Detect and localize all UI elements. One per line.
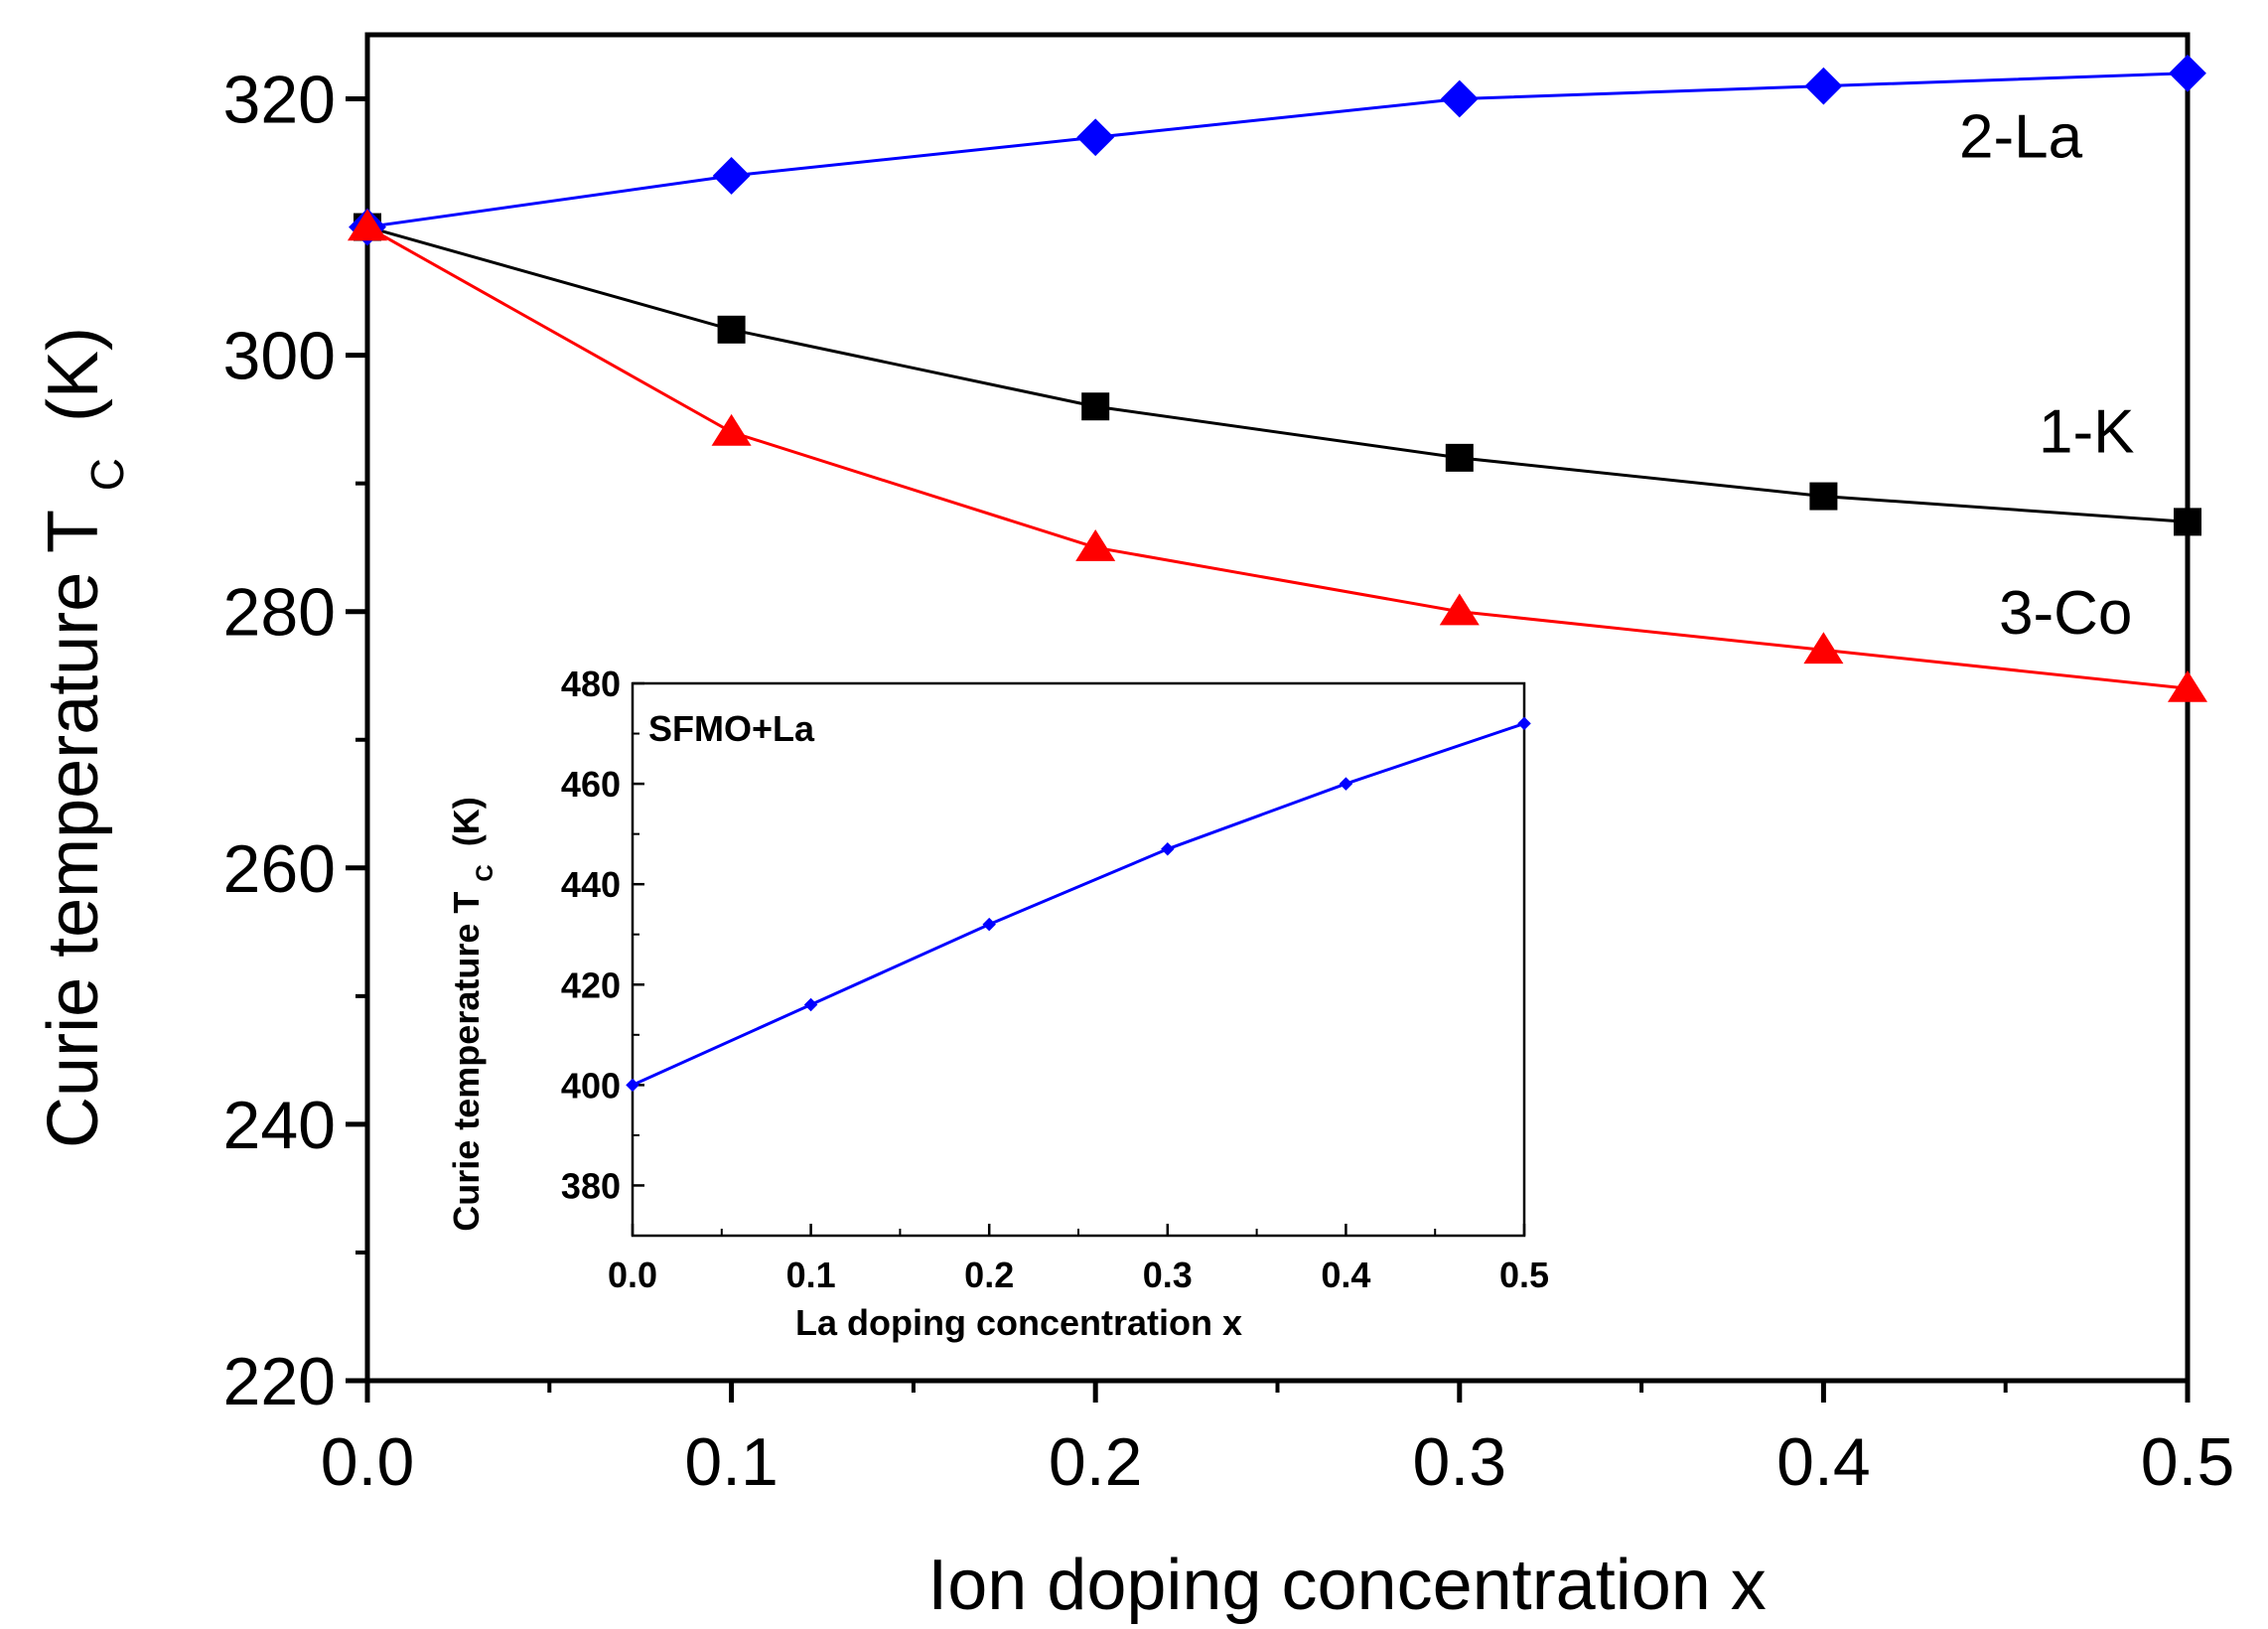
series-1-k-point: [1081, 392, 1110, 421]
main-y-tick-label: 320: [223, 63, 336, 138]
main-y-tick-label: 240: [223, 1088, 336, 1163]
series-3-co-point: [1075, 528, 1116, 561]
main-y-tick-label: 220: [223, 1344, 336, 1419]
inset-y-tick-label: 480: [561, 664, 621, 704]
series-3-co-point: [1439, 593, 1480, 626]
inset-series-sfmo-la: [626, 716, 1531, 1093]
main-x-tick-label: 0.2: [1049, 1424, 1143, 1500]
inset-series-sfmo-la-point: [803, 997, 818, 1012]
series-1-k-line: [366, 225, 2189, 523]
series-1-k-point: [1809, 482, 1838, 511]
inset-tick-labels: 0.0 0.1 0.2 0.3 0.4 0.5 380 400 420 440 460 480: [561, 664, 1549, 1295]
series-2-la-point: [1076, 118, 1115, 157]
inset-series-sfmo-la-point: [626, 1078, 639, 1093]
inset-series-sfmo-la-point: [1161, 842, 1175, 856]
series-1-k-point: [2174, 508, 2201, 536]
inset-y-axis-title: Curie temperature T C (K): [446, 797, 498, 1231]
series-1-k-point: [717, 315, 746, 344]
series-3-co-point: [1803, 632, 1844, 665]
inset-y-tick-label: 460: [561, 764, 621, 805]
series-2-la-line: [366, 72, 2189, 229]
series-label-1-k: 1-K: [2039, 397, 2134, 466]
inset-x-tick-label: 0.5: [1499, 1255, 1549, 1295]
main-x-tick-label: 0.4: [1776, 1424, 1871, 1500]
main-x-tick-label: 0.1: [684, 1424, 779, 1500]
main-y-axis-title-subscript: C: [81, 458, 133, 491]
main-tick-labels: 0.0 0.1 0.2 0.3 0.4 0.5 220 240 260 280 300 320: [223, 63, 2235, 1500]
series-2-la-point: [712, 157, 751, 195]
main-x-tick-label: 0.0: [321, 1424, 415, 1500]
inset-y-axis-title-subscript: C: [472, 864, 498, 881]
series-3-co-point: [347, 209, 388, 241]
inset-series-sfmo-la-line: [632, 722, 1525, 1087]
main-x-axis-title: Ion doping concentration x: [927, 1546, 1767, 1625]
inset-y-axis-title-unit: (K): [446, 797, 487, 846]
series-1-k-point: [1445, 443, 1474, 472]
inset-series-sfmo-la-point: [1339, 777, 1353, 791]
main-y-axis-title-unit: (K): [34, 327, 113, 422]
series-3-co: [347, 209, 2208, 702]
main-series-labels: 1-K 2-La 3-Co: [1959, 103, 2134, 648]
inset-y-tick-label: 380: [561, 1165, 621, 1206]
series-2-la-point: [1804, 67, 1843, 105]
inset-y-tick-label: 440: [561, 864, 621, 905]
inset-title: SFMO+La: [648, 708, 815, 749]
series-2-la-point: [2169, 54, 2206, 92]
main-y-axis-title-main: Curie temperature T: [34, 511, 113, 1148]
inset-plot: 0.0 0.1 0.2 0.3 0.4 0.5 380 400 420 440 460 480 SFM…: [446, 664, 1549, 1343]
inset-x-tick-label: 0.3: [1143, 1255, 1193, 1295]
inset-y-axis-title-main: Curie temperature T: [446, 892, 487, 1232]
main-y-tick-label: 280: [223, 575, 336, 651]
main-y-tick-label: 300: [223, 319, 336, 394]
inset-series-sfmo-la-point: [1517, 716, 1531, 731]
inset-y-tick-label: 400: [561, 1065, 621, 1106]
main-y-axis-title: Curie temperature T C (K): [34, 327, 133, 1148]
inset-x-tick-label: 0.4: [1321, 1255, 1370, 1295]
series-label-3-co: 3-Co: [1999, 579, 2132, 648]
series-3-co-point: [2167, 669, 2208, 702]
main-y-tick-label: 260: [223, 831, 336, 907]
series-3-co-line: [366, 225, 2189, 690]
series-label-2-la: 2-La: [1959, 103, 2083, 172]
inset-x-tick-label: 0.0: [608, 1255, 657, 1295]
series-3-co-point: [711, 413, 752, 446]
main-x-tick-label: 0.5: [2141, 1424, 2235, 1500]
series-2-la: [349, 54, 2206, 246]
inset-ticks: [631, 681, 1526, 1236]
inset-x-tick-label: 0.1: [786, 1255, 836, 1295]
main-plot: 0.0 0.1 0.2 0.3 0.4 0.5 220 240 260 280 300 320 1-K…: [34, 32, 2235, 1625]
main-series: [347, 54, 2208, 702]
inset-series: [626, 716, 1531, 1093]
main-x-tick-label: 0.3: [1413, 1424, 1507, 1500]
series-2-la-point: [1440, 79, 1479, 118]
inset-x-axis-title: La doping concentration x: [795, 1302, 1242, 1343]
inset-series-sfmo-la-point: [982, 917, 996, 932]
inset-x-tick-label: 0.2: [964, 1255, 1014, 1295]
inset-background: [633, 683, 1524, 1236]
inset-y-tick-label: 420: [561, 964, 621, 1005]
